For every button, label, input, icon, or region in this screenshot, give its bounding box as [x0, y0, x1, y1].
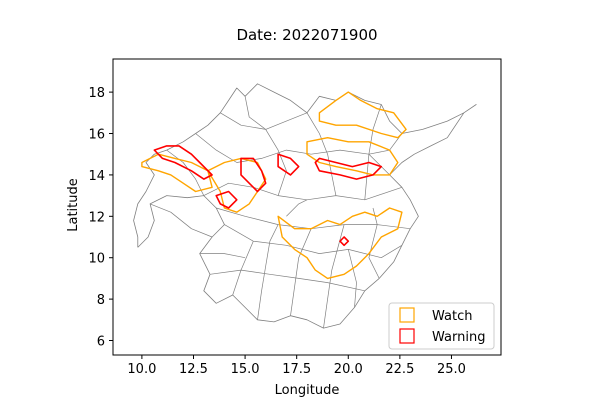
warning-region-2	[277, 153, 300, 176]
x-tick-label: 22.5	[385, 362, 414, 377]
legend-label-watch: Watch	[432, 309, 472, 324]
basin-boundary-15	[232, 241, 254, 296]
x-axis-label: Longitude	[275, 383, 340, 398]
basin-boundary-4	[257, 224, 279, 320]
basin-boundary-9	[244, 96, 266, 130]
x-axis-ticks: 10.0 12.5 15.0 17.5 20.0 22.5 25.0	[127, 355, 466, 377]
warning-region-3	[314, 157, 383, 180]
warning-region-1	[240, 157, 267, 193]
basin-boundary-13	[166, 149, 205, 196]
warning-region-0	[153, 145, 213, 180]
y-tick-label: 10	[88, 252, 105, 267]
x-tick-label: 25.0	[437, 362, 466, 377]
basin-boundary-3	[209, 269, 365, 292]
chart-title: Date: 2022071900	[236, 26, 377, 44]
y-tick-label: 14	[88, 169, 105, 184]
x-tick-label: 12.5	[179, 362, 208, 377]
y-tick-label: 8	[97, 293, 105, 308]
warning-region-4	[215, 190, 238, 209]
basin-boundary-14	[149, 203, 213, 238]
y-axis-label: Latitude	[66, 178, 81, 232]
warning-region-5	[339, 236, 350, 247]
watch-region-3	[306, 136, 399, 176]
basin-boundary-5	[290, 228, 312, 316]
legend-label-warning: Warning	[432, 330, 485, 345]
basin-boundary-7	[195, 133, 390, 176]
basin-boundary-16	[347, 249, 357, 308]
basin-boundary-11	[306, 112, 337, 196]
y-tick-label: 12	[88, 210, 105, 225]
x-tick-label: 17.5	[282, 362, 311, 377]
basin-outline	[133, 83, 477, 329]
basin-boundary-0	[203, 182, 403, 201]
legend-swatch-watch	[399, 307, 415, 323]
watch-region-2	[318, 91, 407, 139]
legend-swatch-warning	[399, 328, 415, 344]
legend-box	[388, 302, 495, 350]
basin-boundary-20	[286, 199, 308, 217]
y-tick-label: 18	[88, 86, 105, 101]
plot-area	[133, 83, 477, 329]
x-tick-label: 15.0	[231, 362, 260, 377]
basin-boundary-18	[199, 253, 246, 259]
y-tick-label: 6	[97, 335, 105, 350]
y-tick-label: 16	[88, 128, 105, 143]
warning-regions	[153, 145, 383, 247]
watch-regions	[141, 91, 407, 280]
basin-boundary-6	[323, 224, 345, 329]
watch-region-0	[141, 153, 213, 193]
watch-region-4	[277, 207, 403, 280]
axes-frame	[112, 58, 502, 356]
x-tick-label: 10.0	[127, 362, 156, 377]
y-axis-ticks: 6 8 10 12 14 16 18	[88, 86, 113, 350]
x-tick-label: 20.0	[334, 362, 363, 377]
legend: Watch Warning	[388, 302, 495, 350]
basin-boundary-10	[265, 129, 287, 196]
